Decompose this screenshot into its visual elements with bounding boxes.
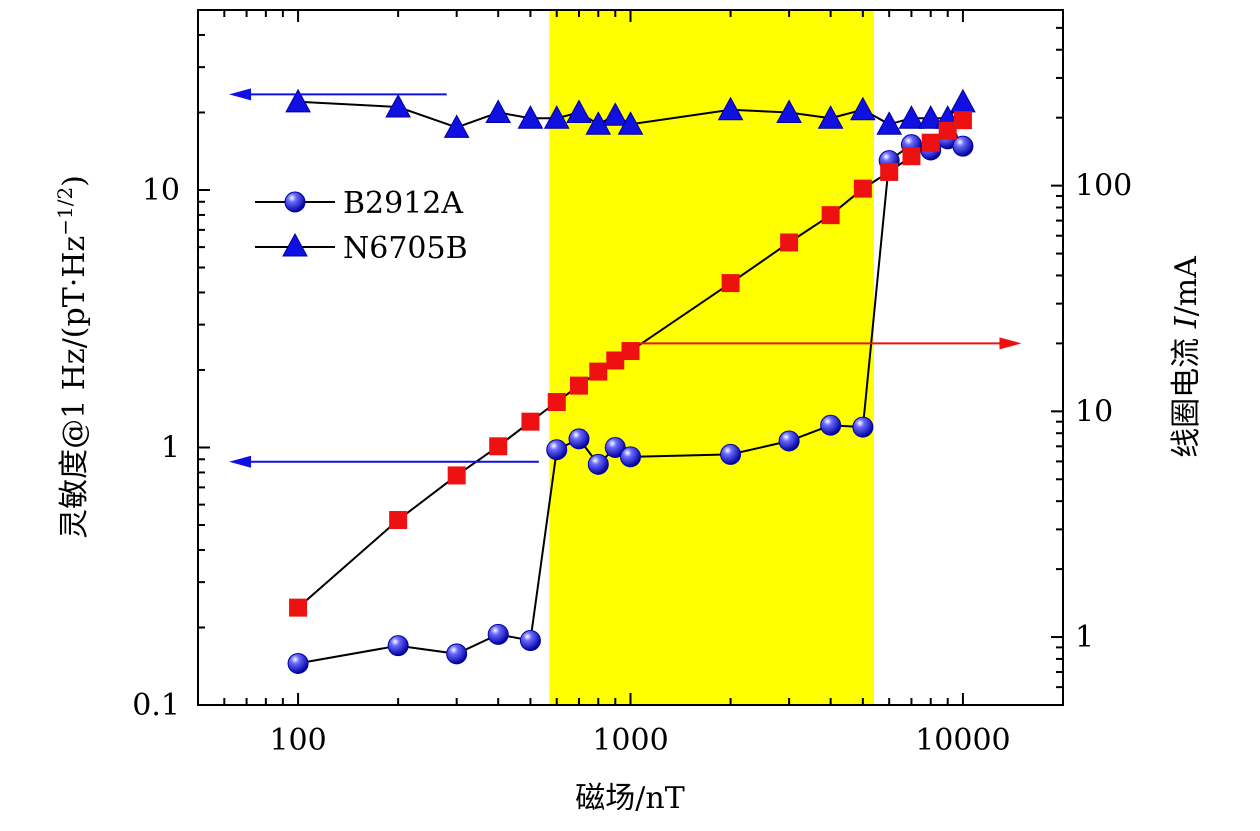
y-left-tick-label-1: 1 xyxy=(161,430,180,465)
coil-current-point xyxy=(589,362,608,381)
n6705b-point xyxy=(543,105,570,129)
legend-marker-n6705b xyxy=(282,232,308,257)
y-left-axis-title: 灵敏度@1 Hz/(pT·Hz−1/2) xyxy=(53,175,92,539)
coil-current-point xyxy=(880,162,899,181)
n6705b-point xyxy=(566,99,592,123)
b2912a-point xyxy=(568,428,590,450)
b2912a-point xyxy=(387,635,409,657)
n6705b-point xyxy=(917,105,944,129)
b2912a-point xyxy=(487,623,509,645)
n6705b-point xyxy=(876,111,903,135)
n6705b-point xyxy=(898,105,925,129)
legend-label-n6705b: N6705B xyxy=(343,231,468,266)
b2912a-point xyxy=(519,630,541,652)
coil-current-point xyxy=(521,412,540,431)
b2912a-point xyxy=(820,414,842,436)
b2912a-point xyxy=(620,446,641,468)
b2912a-point xyxy=(604,436,626,458)
coil-current-point xyxy=(721,274,740,293)
y-right-tick-label-1: 1 xyxy=(1075,620,1094,655)
x-tick-label-10000: 10000 xyxy=(915,723,1010,758)
coil-current-point xyxy=(938,121,957,140)
n6705b-point xyxy=(485,99,512,123)
coil-current-point xyxy=(780,233,799,252)
y-right-tick-label-100: 100 xyxy=(1075,169,1132,204)
legend-label-b2912a: B2912A xyxy=(343,186,463,221)
b2912a-point xyxy=(720,443,742,465)
coil-current-point xyxy=(953,111,972,130)
n6705b-point xyxy=(285,88,311,113)
n6705b-point xyxy=(602,102,629,126)
n6705b-point xyxy=(950,88,976,113)
b2912a-point xyxy=(546,439,568,461)
n6705b-point xyxy=(817,105,844,129)
x-axis-title: 磁场/nT xyxy=(575,781,684,816)
b2912a-point xyxy=(587,453,609,475)
coil-current-point xyxy=(289,598,308,617)
y-left-tick-label-0.1: 0.1 xyxy=(132,688,180,723)
legend-marker-b2912a xyxy=(284,191,306,213)
n6705b-point xyxy=(717,96,744,121)
n6705b-point xyxy=(776,99,802,123)
n6705b-point xyxy=(385,93,411,118)
coil-current-point xyxy=(821,206,840,225)
x-tick-label-100: 100 xyxy=(269,723,326,758)
b2912a-point xyxy=(446,643,468,665)
coil-current-point xyxy=(606,351,625,370)
arrow-head-1 xyxy=(229,455,252,468)
b2912a-point xyxy=(852,416,874,438)
n6705b-point xyxy=(443,114,470,138)
coil-current-point xyxy=(389,511,408,530)
arrow-head-2 xyxy=(999,337,1022,350)
n6705b-point xyxy=(850,96,876,121)
legend: B2912A N6705B xyxy=(255,186,468,266)
b2912a-point xyxy=(952,135,974,157)
b2912a-point xyxy=(287,652,309,674)
coil-current-point xyxy=(547,393,566,412)
coil-current-point xyxy=(853,179,872,198)
coil-current-point xyxy=(902,147,921,166)
n6705b-point xyxy=(617,111,644,135)
x-tick-label-1000: 1000 xyxy=(592,723,668,758)
coil-current-point xyxy=(489,437,508,456)
y-right-axis-title: 线圈电流 I/mA xyxy=(1169,256,1204,458)
y-left-tick-label-10: 10 xyxy=(142,173,180,208)
n6705b-point xyxy=(517,105,544,129)
coil-current-point xyxy=(621,342,640,361)
y-right-tick-label-10: 10 xyxy=(1075,394,1113,429)
b2912a-point xyxy=(778,430,800,452)
arrow-head-0 xyxy=(229,88,252,101)
coil-current-point xyxy=(447,466,466,485)
coil-current-point xyxy=(921,133,940,152)
coil-current-point xyxy=(570,376,589,395)
